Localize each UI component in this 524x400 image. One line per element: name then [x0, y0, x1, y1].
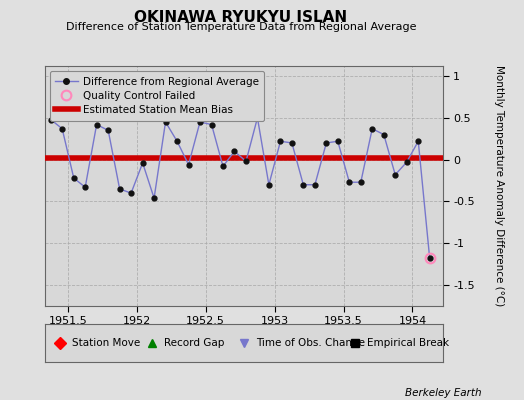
Text: Difference of Station Temperature Data from Regional Average: Difference of Station Temperature Data f…	[66, 22, 416, 32]
Legend: Difference from Regional Average, Quality Control Failed, Estimated Station Mean: Difference from Regional Average, Qualit…	[50, 71, 264, 121]
Text: Empirical Break: Empirical Break	[367, 338, 449, 348]
Text: Time of Obs. Change: Time of Obs. Change	[256, 338, 365, 348]
Text: Berkeley Earth: Berkeley Earth	[406, 388, 482, 398]
Text: Station Move: Station Move	[72, 338, 140, 348]
Y-axis label: Monthly Temperature Anomaly Difference (°C): Monthly Temperature Anomaly Difference (…	[494, 65, 504, 307]
Text: Record Gap: Record Gap	[164, 338, 224, 348]
Text: OKINAWA RYUKYU ISLAN: OKINAWA RYUKYU ISLAN	[135, 10, 347, 25]
